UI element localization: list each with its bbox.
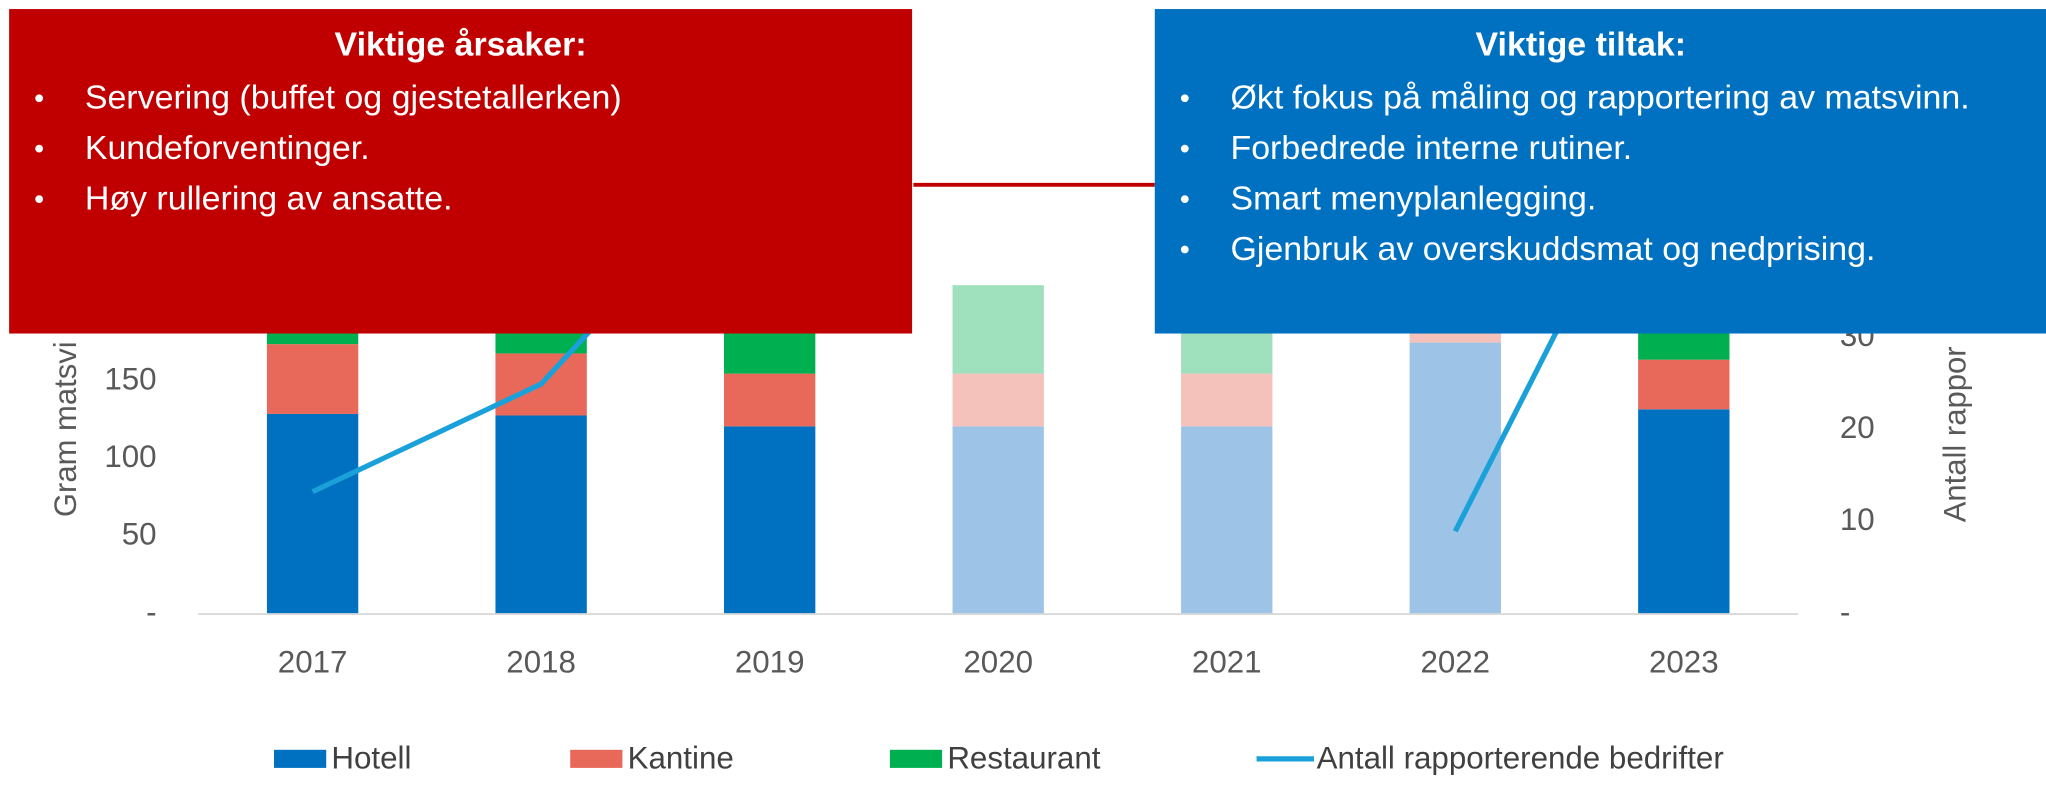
annotation-list: Økt fokus på måling og rapportering av m… — [1180, 72, 1981, 274]
legend-label: Hotell — [331, 740, 411, 775]
annotation-content: Viktige tiltak: Økt fokus på måling og ra… — [1155, 9, 2046, 333]
x-tick-label: 2023 — [1649, 645, 1719, 680]
y2-axis-title: Antall rappor — [1937, 346, 1972, 522]
bar-segment — [952, 426, 1044, 615]
bar-segment — [724, 373, 816, 427]
legend-label: Kantine — [628, 740, 734, 775]
annotation-box — [1154, 9, 2046, 334]
annotation-text: Viktige årsaker: Servering (buffet og gje… — [9, 9, 912, 333]
legend-label: Antall rapporterende bedrifter — [1317, 740, 1724, 775]
bar-segment — [495, 330, 587, 354]
x-tick-label: 2017 — [278, 645, 348, 680]
bar-segment — [1181, 373, 1273, 427]
x-tick-label: 2020 — [963, 645, 1033, 680]
y-tick-label: 100 — [104, 439, 156, 474]
annotation-item: Økt fokus på måling og rapportering av m… — [1180, 72, 1980, 122]
bar-segment — [724, 426, 816, 615]
x-tick-label: 2019 — [735, 645, 805, 680]
annotation-text: Viktige tiltak: Økt fokus på måling og ra… — [1155, 9, 2046, 333]
bar-segment — [266, 344, 359, 414]
y-tick-label: 150 — [104, 362, 156, 397]
x-tick-label: 2018 — [506, 645, 576, 680]
annotation-item: Gjenbruk av overskuddsmat og nedprising. — [1180, 224, 1980, 274]
annotation-title: Viktige tiltak: — [1475, 24, 1687, 64]
annotation-item: Smart menyplanlegging. — [1180, 173, 1980, 223]
legend-swatch — [274, 749, 327, 768]
annotation-content: Viktige årsaker: Servering (buffet og gje… — [9, 9, 912, 333]
bar-segment — [1638, 359, 1730, 410]
annotation-title: Viktige årsaker: — [334, 24, 587, 64]
bar-segment — [724, 327, 816, 374]
y2-tick-label: 20 — [1840, 410, 1875, 445]
y-axis-title: Gram matsvi — [48, 341, 83, 517]
y2-tick-label: 10 — [1840, 502, 1875, 537]
bar-segment — [952, 285, 1044, 374]
bar-segment — [1638, 328, 1730, 360]
annotation-item: Servering (buffet og gjestetallerken) — [35, 72, 886, 122]
annotation-item: Høy rullering av ansatte. — [35, 173, 886, 223]
annotation-list: Servering (buffet og gjestetallerken) Kun… — [35, 72, 886, 223]
bar-segment — [1409, 342, 1501, 615]
legend-label: Restaurant — [947, 740, 1100, 775]
legend-swatch — [570, 749, 623, 768]
annotation-box — [9, 9, 913, 334]
bar-segment — [1638, 409, 1730, 615]
annotation-item: Forbedrede interne rutiner. — [1180, 123, 1980, 173]
bar-segment — [952, 373, 1044, 427]
x-tick-label: 2022 — [1420, 645, 1490, 680]
bar-segment — [266, 413, 359, 615]
annotation-item: Kundeforventinger. — [35, 123, 886, 173]
x-tick-label: 2021 — [1192, 645, 1262, 680]
legend-swatch — [889, 749, 943, 768]
y-tick-label: - — [146, 594, 156, 629]
bar-segment — [495, 415, 587, 615]
y2-tick-label: - — [1840, 594, 1850, 629]
y-tick-label: 50 — [122, 517, 157, 552]
bar-segment — [1181, 426, 1273, 615]
